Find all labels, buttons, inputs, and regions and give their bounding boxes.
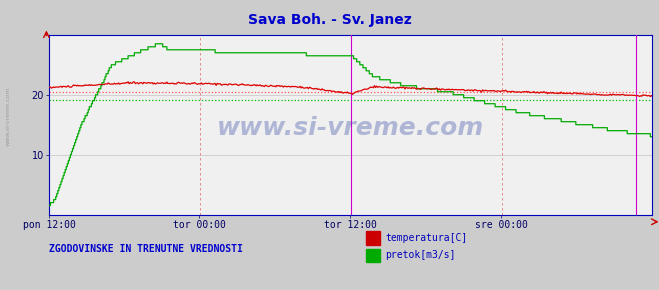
Text: www.si-vreme.com: www.si-vreme.com — [5, 86, 11, 146]
Text: pretok[m3/s]: pretok[m3/s] — [386, 251, 456, 260]
Text: www.si-vreme.com: www.si-vreme.com — [217, 116, 484, 140]
Text: Sava Boh. - Sv. Janez: Sava Boh. - Sv. Janez — [248, 13, 411, 27]
Text: temperatura[C]: temperatura[C] — [386, 233, 468, 243]
Text: ZGODOVINSKE IN TRENUTNE VREDNOSTI: ZGODOVINSKE IN TRENUTNE VREDNOSTI — [49, 244, 243, 253]
